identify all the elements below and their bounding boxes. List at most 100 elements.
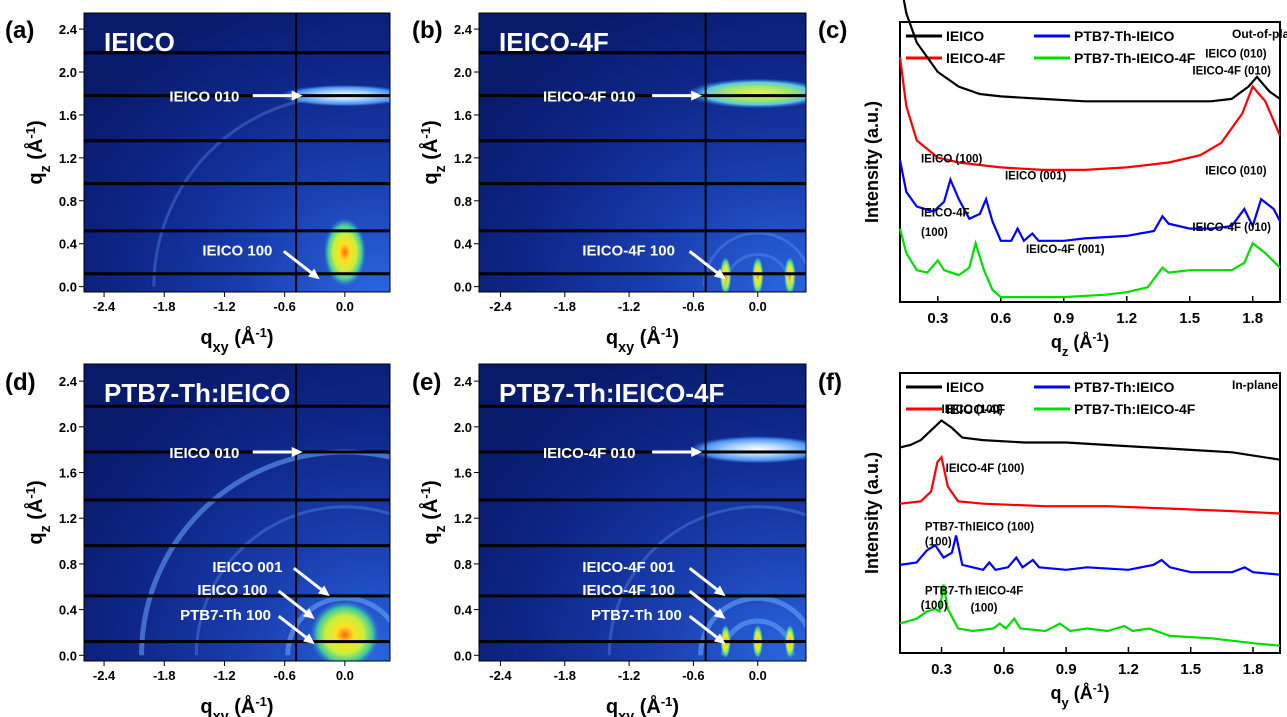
x-tick-label: 1.2: [1118, 661, 1139, 678]
scattering-ring: [285, 595, 390, 656]
y-tick-label: 2.0: [59, 420, 77, 435]
detector-gap-vertical: [295, 364, 298, 661]
detector-gap: [84, 229, 390, 233]
x-tick-label: -2.4: [489, 668, 512, 683]
panel-label: (a): [5, 17, 34, 44]
diffraction-spot: [751, 256, 764, 292]
heatmap-area: [84, 364, 390, 661]
x-tick-label: 1.5: [1180, 661, 1201, 678]
y-tick-label: 0.0: [454, 280, 472, 295]
annotation-arrow-shaft: [688, 250, 718, 274]
legend-label: IEICO: [946, 28, 984, 44]
heatmap-frame: [83, 363, 391, 662]
detector-gap: [84, 51, 390, 55]
annotation-arrow-head: [713, 268, 726, 280]
series-line: [899, 584, 1281, 647]
detector-gap: [479, 139, 806, 143]
annotation-arrow-head: [713, 608, 726, 620]
peak-label: (100): [925, 536, 952, 548]
y-axis-label: Intensity (a.u.): [862, 452, 882, 574]
peak-label: (100): [921, 227, 948, 239]
annotation-label: IEICO-4F 010: [543, 89, 636, 106]
annotation-arrow-head: [303, 608, 315, 620]
panel-label: (c): [818, 17, 847, 44]
y-tick-label: 1.2: [454, 511, 472, 526]
panel-label: (e): [412, 369, 441, 396]
detector-gap: [84, 640, 390, 644]
panel-d: (d) PTB7-Th:IEICO -2.4 -1.8 -1.2 -0.6 0.0 0.0 0.…: [5, 363, 391, 717]
panel-c: (c) 0.3 0.6 0.9 1.2 1.5 1.8 qz (Å-1) Intensity (…: [818, 0, 1287, 359]
y-tick-label: 0.4: [454, 237, 473, 252]
detector-gap: [84, 404, 390, 408]
x-tick-label: -1.8: [153, 299, 175, 314]
panel-e: (e) PTB7-Th:IEICO-4F -2.4 -1.8 -1.2 -0.6 0.0 0.…: [412, 363, 807, 717]
annotation-arrow-shaft: [688, 589, 718, 614]
diffraction-lobe: [688, 435, 806, 464]
x-tick-label: -1.2: [213, 299, 235, 314]
peak-label: (100): [971, 602, 998, 614]
annotation-arrow-head: [291, 446, 303, 457]
annotation-arrow-head: [691, 90, 703, 101]
detector-gap: [479, 640, 806, 644]
peak-label: IEICO (010): [1205, 166, 1267, 178]
peak-label: IEICO (100): [942, 404, 1004, 416]
x-tick-label: 1.5: [1179, 310, 1200, 327]
x-tick-label: -1.8: [153, 668, 175, 683]
y-tick-label: 1.6: [454, 466, 472, 481]
heatmap-title: IEICO: [104, 27, 175, 57]
plot-subtitle: Out-of-plane: [1232, 27, 1287, 41]
annotation-label: IEICO-4F 100: [582, 242, 675, 259]
x-tick-label: -2.4: [93, 668, 116, 683]
y-tick-label: 0.0: [59, 648, 77, 663]
x-axis-label: qy (Å-1): [1051, 681, 1110, 710]
series-line: [898, 57, 1282, 171]
x-tick-label: -0.6: [682, 299, 704, 314]
x-tick-label: 1.8: [1242, 310, 1263, 327]
peak-label: IEICO-4F (010): [1192, 222, 1271, 234]
annotation-arrow-head: [713, 585, 726, 597]
y-tick-label: 0.8: [59, 194, 77, 209]
x-tick-label: 0.0: [336, 299, 354, 314]
x-axis-label: qz (Å-1): [1051, 330, 1109, 359]
scattering-ring: [702, 231, 806, 287]
series-line: [899, 419, 1281, 461]
annotation-label: IEICO-4F 100: [582, 582, 675, 599]
diffraction-spot: [323, 217, 367, 287]
y-axis-label: qz (Å-1): [418, 480, 450, 544]
peak-label: (100): [921, 600, 948, 612]
diffraction-lobe: [686, 78, 806, 109]
y-axis-label: qz (Å-1): [418, 120, 450, 184]
x-tick-label: -1.8: [554, 299, 576, 314]
detector-gap: [479, 450, 806, 454]
x-axis-label: qxy (Å-1): [606, 325, 679, 357]
y-tick-label: 2.0: [454, 65, 472, 80]
detector-gap: [479, 51, 806, 55]
panel-f: (f) 0.3 0.6 0.9 1.2 1.5 1.8 qy (Å-1) Intensity (…: [818, 369, 1281, 710]
peak-label: IEICO-4F (010): [1192, 65, 1271, 77]
plot-subtitle: In-plane: [1232, 378, 1278, 392]
annotation-label: IEICO-4F 001: [582, 559, 675, 576]
x-tick-label: -0.6: [682, 668, 704, 683]
annotation-label: IEICO 001: [212, 559, 282, 576]
y-tick-label: 0.0: [59, 280, 77, 295]
x-tick-label: -1.2: [213, 668, 235, 683]
annotation-label: IEICO 100: [202, 242, 272, 259]
annotation-arrow-shaft: [688, 614, 718, 639]
peak-label: IEICO-4F: [921, 207, 970, 219]
y-tick-label: 2.0: [454, 420, 472, 435]
y-tick-label: 1.2: [59, 151, 77, 166]
panel-label: (d): [5, 369, 36, 396]
y-tick-label: 1.2: [59, 511, 77, 526]
peak-label: IEICO (001): [1005, 171, 1067, 183]
y-tick-label: 0.8: [59, 557, 77, 572]
y-tick-label: 1.2: [454, 151, 472, 166]
heatmap-title: PTB7-Th:IEICO: [104, 378, 290, 408]
x-tick-label: -1.2: [618, 299, 640, 314]
x-tick-label: 0.0: [749, 668, 767, 683]
detector-gap: [479, 229, 806, 233]
x-tick-label: 0.0: [749, 299, 767, 314]
heatmap-frame: [478, 363, 807, 662]
y-tick-label: 0.0: [454, 648, 472, 663]
detector-gap-vertical: [295, 13, 298, 292]
